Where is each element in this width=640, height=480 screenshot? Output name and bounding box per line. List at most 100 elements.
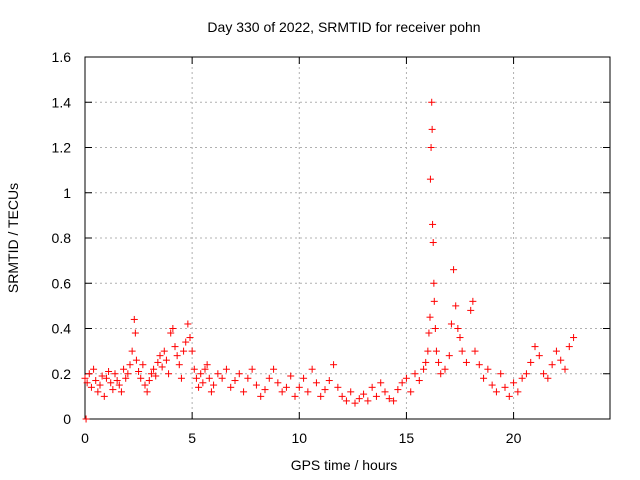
- data-point: [227, 383, 235, 391]
- data-point: [325, 377, 333, 385]
- data-point: [565, 343, 573, 351]
- data-point: [199, 379, 207, 387]
- data-point: [518, 374, 526, 382]
- data-point: [372, 392, 380, 400]
- data-point: [462, 358, 470, 366]
- data-point: [207, 388, 215, 396]
- data-point: [130, 315, 138, 323]
- data-point: [334, 383, 342, 391]
- data-point: [510, 379, 518, 387]
- data-point: [540, 370, 548, 378]
- data-point: [282, 383, 290, 391]
- data-point: [471, 347, 479, 355]
- data-point: [94, 388, 102, 396]
- data-point: [488, 381, 496, 389]
- data-point: [422, 358, 430, 366]
- y-tick-label: 0.6: [52, 275, 72, 291]
- data-point: [427, 144, 435, 151]
- x-tick-label: 0: [81, 430, 89, 446]
- y-tick-label: 1.4: [52, 94, 72, 110]
- data-point: [98, 372, 106, 380]
- data-point: [429, 239, 437, 247]
- data-point: [338, 392, 346, 400]
- data-point: [135, 367, 143, 375]
- data-point: [150, 365, 158, 373]
- data-point: [426, 175, 434, 183]
- data-point: [184, 320, 192, 328]
- data-point: [173, 352, 181, 360]
- data-point: [90, 365, 98, 373]
- y-tick-label: 0.4: [52, 321, 72, 337]
- data-point: [270, 365, 278, 373]
- data-point: [475, 361, 483, 369]
- data-point: [355, 395, 363, 403]
- data-point: [426, 313, 434, 321]
- chart-title: Day 330 of 2022, SRMTID for receiver poh…: [207, 19, 480, 35]
- data-point: [424, 347, 432, 355]
- data-point: [113, 377, 121, 385]
- data-point: [81, 374, 89, 382]
- data-point: [514, 388, 522, 396]
- data-point: [456, 334, 464, 342]
- data-point: [548, 361, 556, 369]
- data-points: [81, 98, 578, 423]
- data-point: [432, 347, 440, 355]
- data-point: [154, 358, 162, 366]
- data-point: [117, 388, 125, 396]
- data-point: [177, 374, 185, 382]
- data-point: [195, 383, 203, 391]
- data-point: [143, 388, 151, 396]
- data-point: [197, 370, 205, 378]
- data-point: [390, 397, 398, 405]
- data-point: [162, 356, 170, 364]
- x-tick-label: 5: [188, 430, 196, 446]
- x-axis-label: GPS time / hours: [291, 457, 398, 473]
- data-point: [139, 361, 147, 369]
- data-point: [430, 297, 438, 305]
- data-point: [531, 343, 539, 351]
- data-point: [92, 377, 100, 385]
- data-point: [165, 370, 173, 378]
- data-point: [214, 370, 222, 378]
- y-tick-label: 1.6: [52, 49, 72, 65]
- y-tick-label: 0: [63, 411, 71, 427]
- data-point: [295, 383, 303, 391]
- data-point: [428, 98, 436, 106]
- data-point: [415, 377, 423, 385]
- data-point: [437, 370, 445, 378]
- data-point: [300, 374, 308, 382]
- data-point: [484, 365, 492, 373]
- data-point: [102, 374, 110, 382]
- data-point: [304, 388, 312, 396]
- data-point: [527, 358, 535, 366]
- data-point: [203, 361, 211, 369]
- data-point: [132, 356, 140, 364]
- data-point: [188, 347, 196, 355]
- data-point: [160, 347, 168, 355]
- data-point: [430, 279, 438, 287]
- data-point: [145, 377, 153, 385]
- data-point: [425, 329, 433, 337]
- y-tick-label: 0.2: [52, 366, 72, 382]
- data-point: [122, 374, 130, 382]
- data-point: [480, 374, 488, 382]
- data-point: [107, 379, 115, 387]
- data-point: [87, 383, 95, 391]
- data-point: [265, 374, 273, 382]
- data-point: [156, 352, 164, 360]
- data-point: [312, 379, 320, 387]
- y-tick-label: 1: [63, 185, 71, 201]
- data-point: [85, 370, 93, 378]
- data-point: [244, 374, 252, 382]
- data-point: [105, 367, 113, 375]
- data-point: [445, 352, 453, 360]
- data-point: [182, 338, 190, 346]
- data-point: [111, 370, 119, 378]
- data-point: [152, 372, 160, 380]
- y-tick-label: 1.2: [52, 140, 72, 156]
- data-point: [377, 379, 385, 387]
- data-point: [450, 266, 458, 274]
- data-point: [205, 374, 213, 382]
- data-point: [175, 361, 183, 369]
